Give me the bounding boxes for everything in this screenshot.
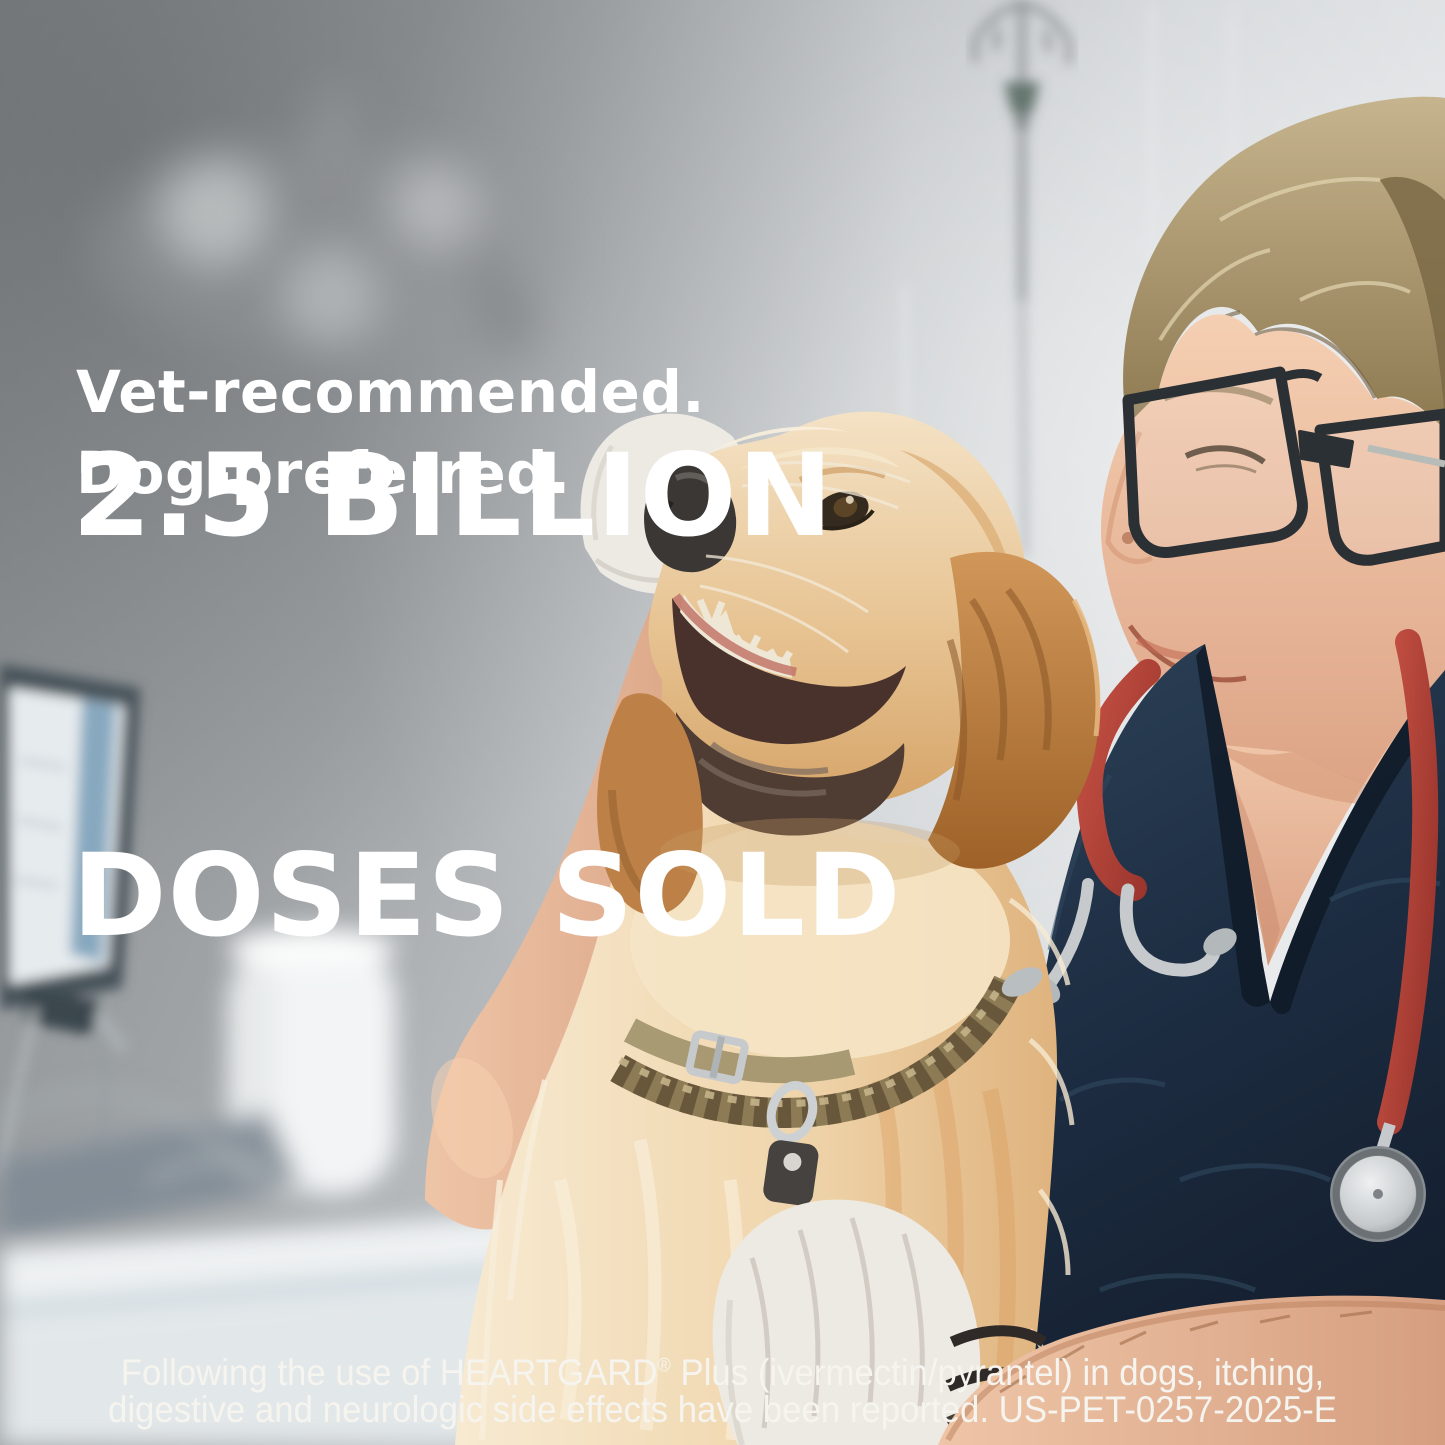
overhead-lamp bbox=[92, 88, 568, 356]
glasses bbox=[1122, 366, 1445, 566]
dog-whiskers bbox=[699, 461, 911, 654]
dog-eye bbox=[815, 491, 875, 531]
arm-hair bbox=[999, 1310, 1373, 1394]
collar-clasp bbox=[1001, 967, 1043, 997]
collar-tag bbox=[763, 1140, 819, 1206]
vet-forearm bbox=[938, 1295, 1445, 1445]
stethoscope bbox=[1031, 629, 1439, 1242]
collar-d-ring bbox=[766, 1081, 818, 1143]
dog-right-ear bbox=[928, 551, 1101, 869]
collar-buckle bbox=[685, 1030, 749, 1085]
iv-pole bbox=[972, 0, 1072, 557]
dog-nose bbox=[644, 461, 737, 573]
golden-retriever bbox=[455, 411, 1101, 1445]
xray-monitor bbox=[0, 664, 140, 1237]
counter bbox=[0, 847, 748, 1445]
vet-scrubs bbox=[1010, 644, 1445, 1445]
vet-hair bbox=[1123, 96, 1445, 432]
dog-mouth bbox=[672, 593, 906, 836]
dog-collar bbox=[610, 967, 1043, 1206]
dog-lower-jaw bbox=[676, 712, 905, 836]
